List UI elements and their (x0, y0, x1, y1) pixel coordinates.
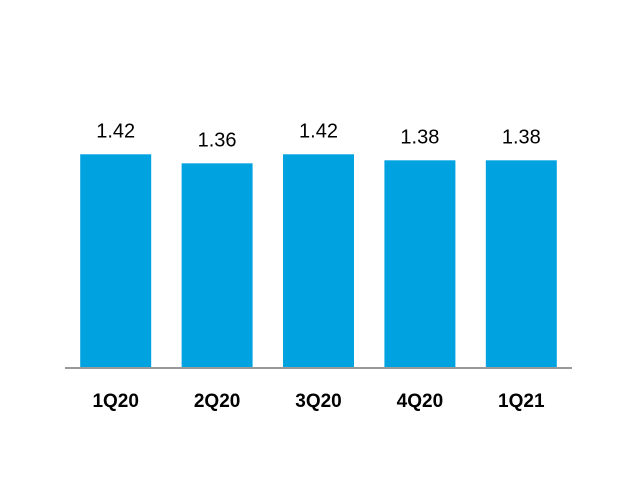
value-label: 1.38 (400, 127, 439, 149)
x-tick-label: 1Q21 (498, 391, 545, 412)
x-tick-label: 4Q20 (397, 391, 443, 412)
x-tick-label: 3Q20 (295, 391, 341, 412)
value-label: 1.42 (96, 121, 135, 143)
bar (80, 154, 152, 368)
x-tick-label: 2Q20 (194, 391, 240, 412)
bar (485, 160, 557, 368)
bar (384, 160, 456, 368)
bar (283, 154, 354, 368)
value-label: 1.38 (502, 127, 541, 149)
bar (181, 163, 253, 368)
value-label: 1.36 (198, 130, 237, 152)
x-tick-label: 1Q20 (92, 391, 138, 412)
value-label: 1.42 (299, 121, 338, 143)
